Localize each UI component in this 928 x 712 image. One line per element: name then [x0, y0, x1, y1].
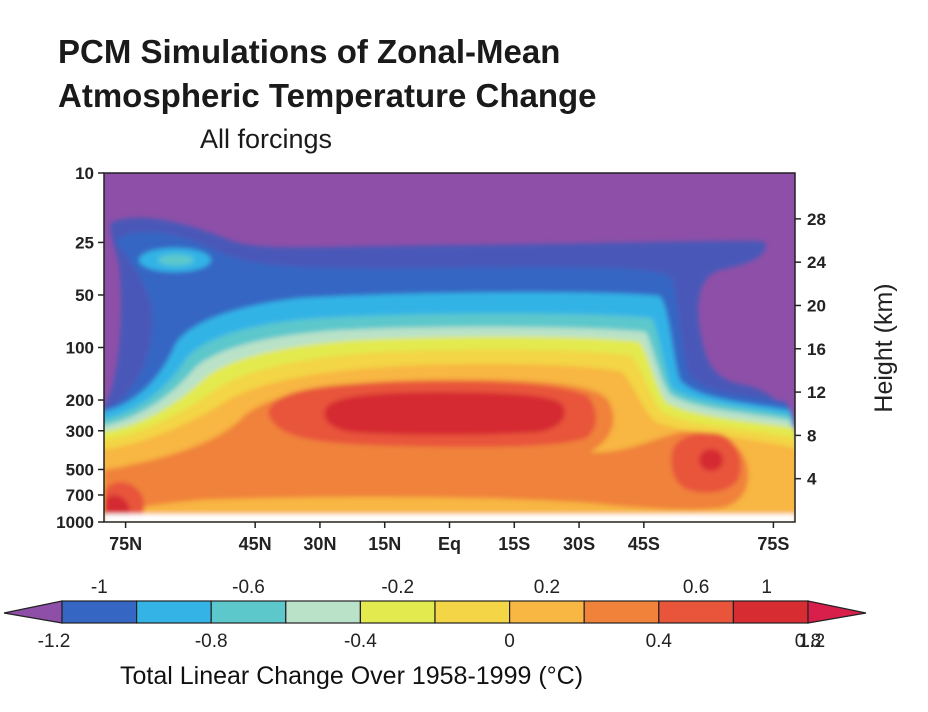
x-tick-label: 75S — [757, 534, 789, 554]
y-right-tick-label: 24 — [807, 253, 826, 272]
y-right-tick-label: 16 — [807, 340, 826, 359]
x-tick-label: 45S — [628, 534, 660, 554]
heatmap-field — [104, 173, 795, 522]
x-axis: 75N 45N 30N 15N Eq 15S 30S 45S 75S — [109, 522, 789, 554]
colorbar-lower-tick: -0.4 — [344, 631, 377, 652]
y-tick-label: 100 — [66, 339, 94, 358]
stratospheric-pocket-core — [158, 254, 194, 266]
y-right-tick-label: 4 — [807, 470, 817, 489]
colorbar-arrow-right — [807, 600, 867, 624]
colorbar-label: Total Linear Change Over 1958-1999 (°C) — [120, 662, 584, 690]
y-right-tick-label: 28 — [807, 210, 826, 229]
tropical-warming-max — [324, 392, 565, 435]
x-tick-label: 15S — [498, 534, 530, 554]
colorbar-swatch — [732, 600, 809, 624]
colorbar-lower-tick: 0 — [504, 631, 515, 652]
y-tick-label: 500 — [66, 460, 94, 479]
y-right-tick-label: 20 — [807, 296, 826, 315]
y-axis-right: 28 24 20 16 12 8 4 — [795, 210, 826, 489]
colorbar-swatch — [583, 600, 660, 624]
y-tick-label: 1000 — [56, 513, 94, 532]
y-tick-label: 300 — [66, 422, 94, 441]
title-line-2: Atmospheric Temperature Change — [58, 77, 597, 114]
colorbar-swatch — [136, 600, 212, 624]
surface-mask — [104, 514, 795, 522]
y-axis-left: 10 25 50 100 200 300 500 700 1000 — [56, 164, 104, 532]
colorbar-swatch — [434, 600, 511, 624]
x-tick-label: 15N — [368, 534, 401, 554]
colorbar-swatch — [61, 600, 138, 624]
colorbar-swatch — [285, 600, 361, 624]
y-tick-label: 10 — [75, 164, 94, 183]
colorbar-upper-tick: -0.2 — [381, 577, 414, 598]
y-tick-label: 700 — [66, 486, 94, 505]
y-right-tick-label: 8 — [807, 426, 816, 445]
colorbar-lower-tick: 0.8 — [795, 631, 821, 652]
colorbar-upper-tick: 1 — [761, 577, 772, 598]
colorbar-swatch — [509, 600, 585, 624]
colorbar-upper-tick: -0.6 — [232, 577, 265, 598]
y-tick-label: 25 — [75, 233, 94, 252]
chart-subtitle: All forcings — [200, 124, 333, 154]
x-tick-label: 30N — [303, 534, 336, 554]
y-tick-label: 200 — [66, 391, 94, 410]
x-tick-label: Eq — [438, 534, 461, 554]
y-right-tick-label: 12 — [807, 383, 826, 402]
colorbar-upper-tick: -1 — [91, 577, 108, 598]
colorbar-lower-tick: 1.2 — [799, 631, 825, 652]
colorbar-swatch — [359, 600, 436, 624]
colorbar-swatch — [658, 600, 734, 624]
colorbar-swatch — [210, 600, 287, 624]
colorbar-upper-tick: 0.2 — [534, 577, 560, 598]
title-line-1: PCM Simulations of Zonal-Mean — [58, 33, 561, 70]
colorbar-upper-tick: 0.6 — [683, 577, 709, 598]
colorbar: -1 -0.6 -0.2 0.2 0.6 1 -1.2 -0.8 -0.4 0 0.4 0.81.2 — [3, 577, 867, 652]
southern-warming-max — [699, 449, 723, 471]
colorbar-arrow-left — [3, 600, 63, 624]
colorbar-lower-tick: -1.2 — [38, 631, 71, 652]
colorbar-lower-tick: 0.4 — [646, 631, 673, 652]
right-axis-label: Height (km) — [870, 283, 898, 412]
y-tick-label: 50 — [75, 286, 94, 305]
x-tick-label: 30S — [563, 534, 595, 554]
colorbar-lower-tick: -0.8 — [195, 631, 228, 652]
x-tick-label: 75N — [109, 534, 142, 554]
x-tick-label: 45N — [239, 534, 272, 554]
chart-title: PCM Simulations of Zonal-Mean Atmospheri… — [58, 30, 597, 118]
